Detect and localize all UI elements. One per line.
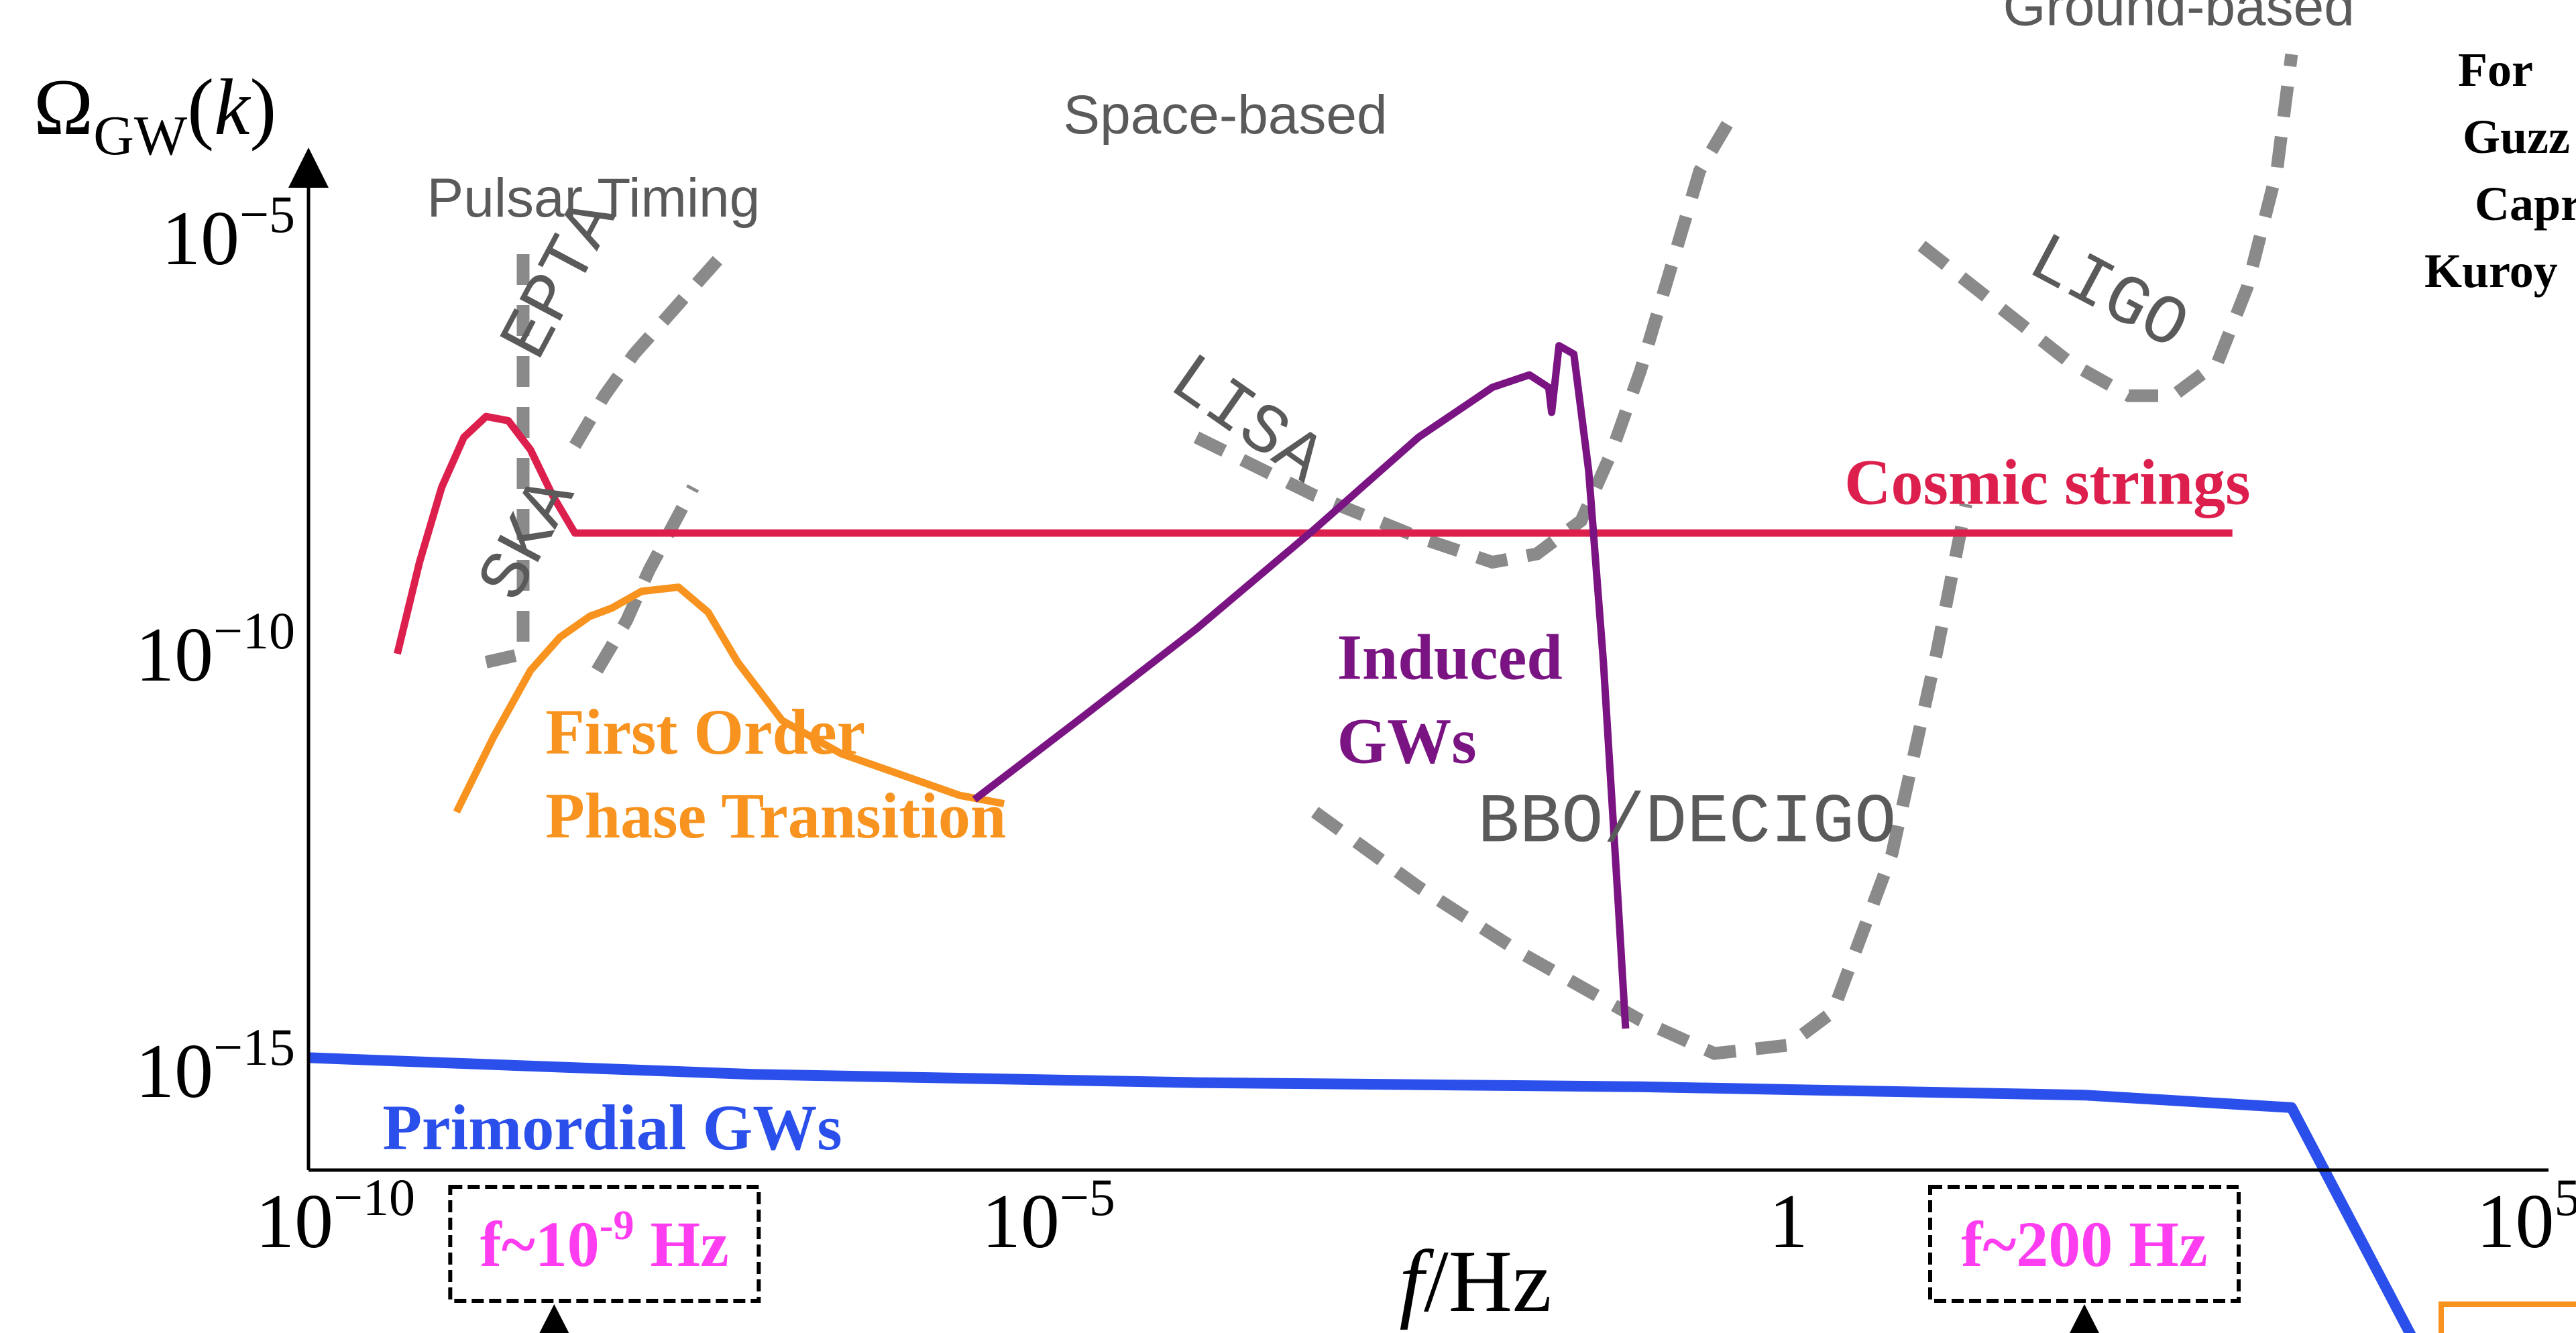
y-tick-label: 10−5	[162, 185, 295, 282]
x-tick-label: 10−10	[256, 1168, 415, 1265]
frequency-marker-label: f~200 Hz	[1961, 1208, 2207, 1280]
citation-text: Kuroy	[2424, 244, 2558, 298]
detector-curve-ska	[592, 484, 699, 674]
signal-curves	[308, 342, 2416, 1333]
x-tick-label: 105	[2477, 1168, 2576, 1265]
frequency-marker-box	[448, 1185, 761, 1303]
cropped-orange-box	[2439, 1301, 2576, 1333]
citation-text: For	[2458, 43, 2533, 97]
detector-label: BBO/DECIGO	[1477, 783, 1896, 862]
frequency-marker-arrowhead	[539, 1304, 569, 1333]
detector-curve-ligo	[1917, 53, 2298, 402]
detector-group-label: Ground-based	[2003, 0, 2355, 38]
x-tick-label: 1	[1769, 1179, 1808, 1265]
frequency-marker-box	[1928, 1185, 2241, 1303]
detector-group-label: Space-based	[1063, 84, 1387, 146]
citation-text: Capr	[2475, 177, 2576, 231]
y-tick-label: 10−15	[135, 1018, 295, 1114]
detector-label: SKA	[465, 465, 594, 614]
axes: 10−5 10−10 10−15 10−10 10−5 1 105 f/Hz ΩGW(k)	[34, 62, 2576, 1330]
detector-curve-lisa	[1193, 117, 1735, 569]
detector-sensitivity-curves	[484, 53, 2298, 1060]
detector-group-label: Pulsar Timing	[427, 168, 761, 229]
citation-text: Guzz	[2463, 110, 2570, 164]
detector-curve-epta-step	[484, 254, 530, 669]
series-label-line2: GWs	[1337, 705, 1477, 776]
detector-label: LISA	[1155, 340, 1338, 501]
detector-curve-epta	[569, 249, 728, 449]
x-tick-label: 10−5	[982, 1168, 1115, 1265]
series-label: Cosmic strings	[1844, 447, 2250, 518]
series-line-phase-transition	[453, 583, 1005, 814]
series-label-line2: Phase Transition	[545, 780, 1006, 852]
series-line-primordial	[308, 1052, 2416, 1333]
x-axis-label: f/Hz	[1399, 1232, 1551, 1330]
frequency-marker-arrowhead	[2070, 1304, 2099, 1333]
series-line-cosmic-strings	[394, 412, 2233, 655]
series-label: Primordial GWs	[382, 1092, 842, 1163]
series-line-induced	[972, 342, 1630, 1029]
y-tick-label: 10−10	[135, 601, 295, 698]
detector-curve-bbo-decigo	[1310, 502, 1972, 1060]
y-axis-label: ΩGW(k)	[34, 62, 276, 167]
series-label: Induced	[1337, 621, 1563, 693]
series-label: First Order	[545, 696, 865, 768]
frequency-marker-label: f~10-9 Hz	[480, 1203, 729, 1280]
